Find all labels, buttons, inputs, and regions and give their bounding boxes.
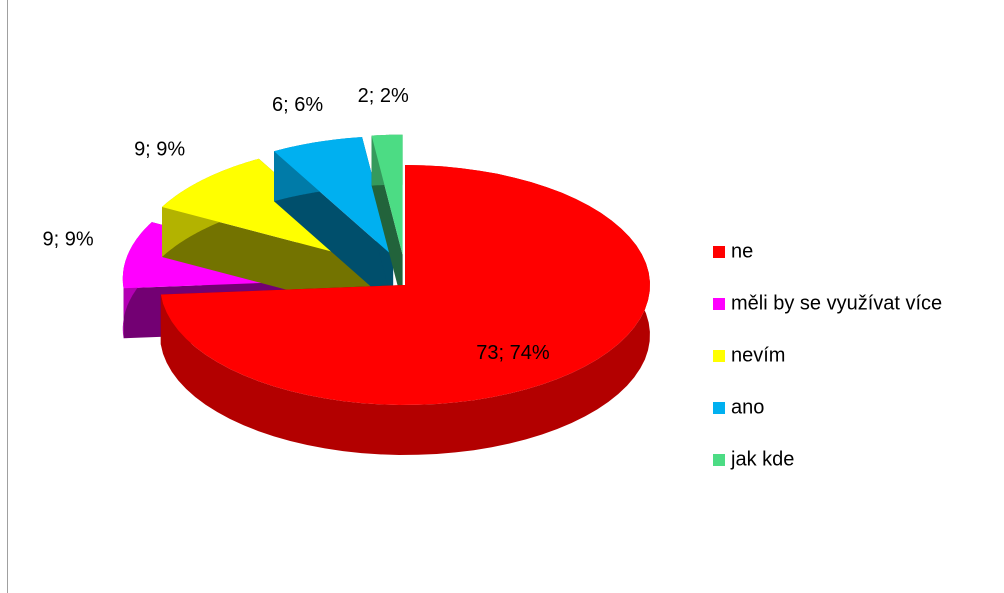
data-label: 2; 2% [358,85,409,107]
legend-label: ano [731,396,764,418]
legend-swatch [713,350,725,362]
slice [160,165,650,405]
slice [371,134,403,255]
legend-label: měli by se využívat více [731,292,942,314]
legend-swatch [713,298,725,310]
legend-label: ne [731,240,753,262]
legend-swatch [713,454,725,466]
data-label: 73; 74% [476,342,550,364]
legend-label: nevím [731,344,785,366]
legend-swatch [713,402,725,414]
slice-side [162,207,378,314]
data-label: 9; 9% [134,139,185,161]
data-label: 9; 9% [42,228,93,250]
legend-swatch [713,246,725,258]
legend-label: jak kde [730,448,794,470]
slice [274,137,394,257]
data-label: 6; 6% [272,94,323,116]
